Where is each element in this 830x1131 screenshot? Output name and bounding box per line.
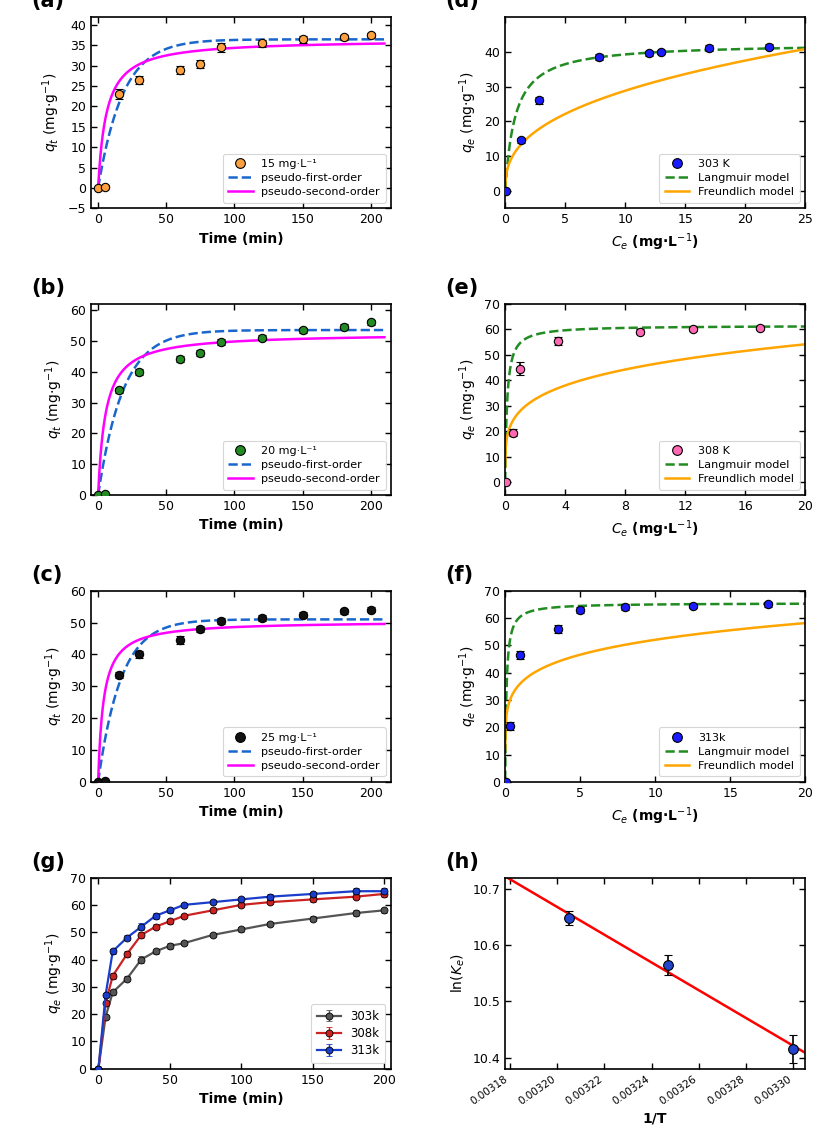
X-axis label: $C_{e}$ (mg·L$^{-1}$): $C_{e}$ (mg·L$^{-1}$) [611, 518, 699, 541]
Legend: 308 K, Langmuir model, Freundlich model: 308 K, Langmuir model, Freundlich model [659, 441, 799, 490]
Y-axis label: $q_t$ (mg·g$^{-1}$): $q_t$ (mg·g$^{-1}$) [41, 72, 62, 153]
X-axis label: 1/T: 1/T [643, 1112, 667, 1126]
Text: (a): (a) [32, 0, 64, 11]
Text: (b): (b) [32, 278, 66, 299]
Text: (f): (f) [445, 566, 473, 585]
Legend: 303k, 308k, 313k: 303k, 308k, 313k [311, 1004, 385, 1063]
Y-axis label: $q_e$ (mg·g$^{-1}$): $q_e$ (mg·g$^{-1}$) [43, 932, 65, 1015]
Legend: 303 K, Langmuir model, Freundlich model: 303 K, Langmuir model, Freundlich model [659, 154, 799, 202]
Legend: 20 mg·L⁻¹, pseudo-first-order, pseudo-second-order: 20 mg·L⁻¹, pseudo-first-order, pseudo-se… [222, 441, 386, 490]
Y-axis label: ln($K_e$): ln($K_e$) [450, 953, 467, 993]
Y-axis label: $q_t$ (mg·g$^{-1}$): $q_t$ (mg·g$^{-1}$) [43, 647, 65, 726]
Text: (h): (h) [445, 852, 479, 872]
Y-axis label: $q_e$ (mg·g$^{-1}$): $q_e$ (mg·g$^{-1}$) [457, 359, 479, 440]
X-axis label: $C_{e}$ (mg·L$^{-1}$): $C_{e}$ (mg·L$^{-1}$) [611, 232, 699, 253]
Y-axis label: $q_e$ (mg·g$^{-1}$): $q_e$ (mg·g$^{-1}$) [457, 71, 479, 154]
Legend: 15 mg·L⁻¹, pseudo-first-order, pseudo-second-order: 15 mg·L⁻¹, pseudo-first-order, pseudo-se… [222, 154, 386, 202]
X-axis label: Time (min): Time (min) [199, 805, 284, 819]
X-axis label: Time (min): Time (min) [199, 1093, 284, 1106]
Text: (g): (g) [32, 852, 66, 872]
Text: (c): (c) [32, 566, 63, 585]
Legend: 25 mg·L⁻¹, pseudo-first-order, pseudo-second-order: 25 mg·L⁻¹, pseudo-first-order, pseudo-se… [222, 727, 386, 776]
Legend: 313k, Langmuir model, Freundlich model: 313k, Langmuir model, Freundlich model [659, 727, 799, 776]
Text: (e): (e) [445, 278, 478, 299]
Y-axis label: $q_t$ (mg·g$^{-1}$): $q_t$ (mg·g$^{-1}$) [43, 360, 65, 439]
X-axis label: Time (min): Time (min) [199, 232, 284, 245]
X-axis label: Time (min): Time (min) [199, 518, 284, 533]
Text: (d): (d) [445, 0, 479, 11]
X-axis label: $C_{e}$ (mg·L$^{-1}$): $C_{e}$ (mg·L$^{-1}$) [611, 805, 699, 827]
Y-axis label: $q_e$ (mg·g$^{-1}$): $q_e$ (mg·g$^{-1}$) [457, 646, 479, 727]
